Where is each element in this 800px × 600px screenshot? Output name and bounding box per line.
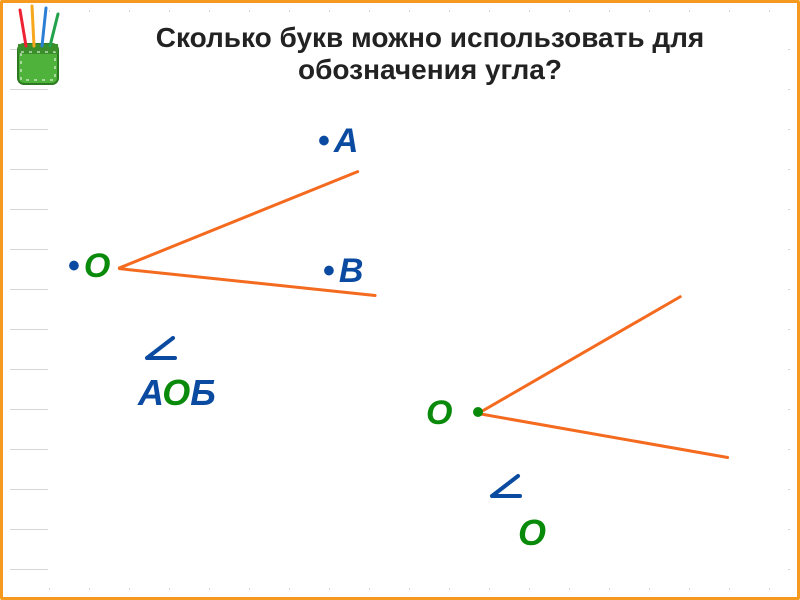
angle-ray — [478, 412, 730, 459]
bullet-icon: • — [318, 122, 330, 160]
angle-name-letter: О — [518, 512, 546, 553]
bullet-icon: • — [323, 252, 335, 290]
point-letter: В — [339, 252, 364, 290]
point-label: •О — [68, 247, 110, 286]
point-letter: О — [426, 394, 452, 432]
angle-name: АОБ — [138, 372, 216, 414]
angle-symbol-icon — [488, 470, 524, 500]
point-label: О — [426, 394, 452, 433]
angle-symbol-icon — [143, 332, 179, 362]
diagram-stage: •О•А•ВАОБОО — [48, 12, 788, 588]
slide-frame: Сколько букв можно использовать для обоз… — [0, 0, 800, 600]
point-letter: А — [334, 122, 359, 160]
point-label: •А — [318, 122, 358, 161]
vertex-dot — [473, 407, 483, 417]
angle-name-letter: О — [162, 372, 190, 413]
bullet-icon: • — [68, 247, 80, 285]
angle-name: О — [518, 512, 546, 554]
point-label: •В — [323, 252, 363, 291]
angle-name-letter: А — [138, 372, 162, 413]
angle-name-letter: Б — [190, 372, 216, 413]
angle-ray — [477, 295, 682, 415]
point-letter: О — [84, 247, 110, 285]
